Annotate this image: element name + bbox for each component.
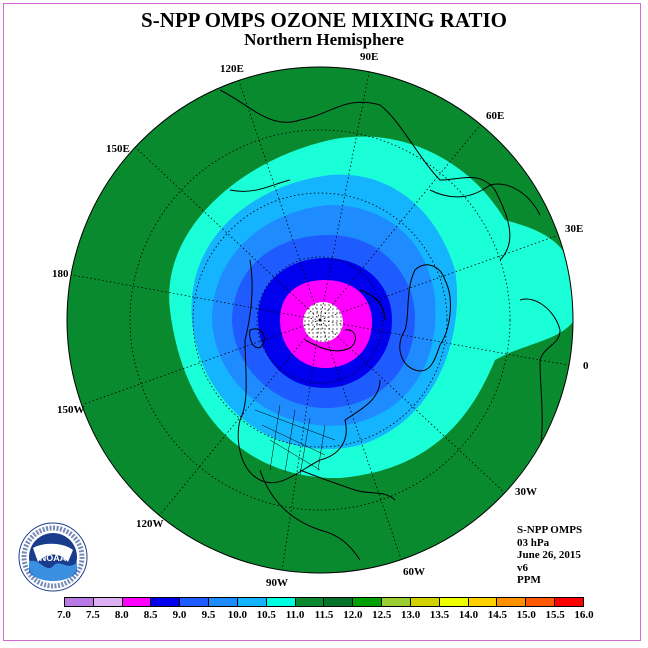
info-units: PPM	[517, 574, 541, 587]
lon-label-180: 180	[52, 268, 69, 280]
colorbar-swatch	[122, 598, 152, 606]
colorbar-swatch	[237, 598, 267, 606]
lon-label-90w: 90W	[266, 577, 288, 589]
colorbar-tick-label: 10.0	[227, 609, 247, 621]
lon-label-60w: 60W	[403, 566, 425, 578]
usa-state-boundaries	[254, 404, 336, 476]
colorbar-tick-label: 12.0	[343, 609, 363, 621]
colorbar-swatch	[468, 598, 498, 606]
colorbar-swatch	[324, 598, 354, 606]
figure-frame	[3, 3, 641, 641]
noaa-logo: NOAA	[18, 522, 88, 592]
colorbar-tick-label: 9.0	[172, 609, 187, 621]
colorbar-swatch	[555, 598, 583, 606]
colorbar-swatch	[410, 598, 440, 606]
colorbar-tick-label: 11.5	[314, 609, 334, 621]
colorbar-tick-label: 13.5	[429, 609, 450, 621]
info-date: June 26, 2015	[517, 549, 581, 562]
lon-label-90e: 90E	[360, 51, 379, 63]
colorbar-tick-label: 13.0	[401, 609, 421, 621]
colorbar-tick-label: 15.0	[516, 609, 536, 621]
coastlines	[219, 89, 561, 561]
lon-label-150e: 150E	[106, 143, 130, 155]
map-info-block: S-NPP OMPS 03 hPa June 26, 2015 v6 PPM	[517, 524, 582, 587]
colorbar-swatch	[65, 598, 94, 606]
colorbar-tick-label: 10.5	[256, 609, 276, 621]
colorbar-swatch	[353, 598, 383, 606]
svg-text:NOAA: NOAA	[40, 553, 67, 563]
lon-label-0: 0	[583, 360, 589, 372]
colorbar-swatch	[526, 598, 556, 606]
colorbar-swatch	[295, 598, 325, 606]
info-version: v6	[517, 561, 528, 574]
colorbar-tick-label: 9.5	[201, 609, 216, 621]
colorbar-swatch	[151, 598, 181, 606]
colorbar-tick-label: 11.0	[285, 609, 305, 621]
lon-label-60e: 60E	[486, 110, 505, 122]
colorbar-tick-label: 12.5	[372, 609, 392, 621]
map-subtitle: Northern Hemisphere	[244, 30, 404, 49]
colorbar-swatch	[382, 598, 411, 606]
lon-label-150w: 150W	[57, 404, 85, 416]
colorbar-tick-label: 15.5	[545, 609, 565, 621]
colorbar-tick-label: 8.0	[114, 609, 129, 621]
colorbar	[64, 597, 584, 607]
colorbar-swatch	[439, 598, 469, 606]
graticule	[67, 67, 573, 572]
map-title: S-NPP OMPS OZONE MIXING RATIO	[141, 8, 507, 32]
lon-label-120w: 120W	[136, 518, 164, 530]
colorbar-tick-label: 14.0	[458, 609, 479, 621]
colorbar-swatch	[266, 598, 296, 606]
lon-label-30e: 30E	[565, 223, 584, 235]
lon-label-30w: 30W	[515, 486, 537, 498]
colorbar-tick-label: 14.5	[487, 609, 507, 621]
colorbar-tick-label: 7.5	[86, 609, 100, 621]
hemisphere-boundary	[66, 66, 574, 574]
info-instrument: S-NPP OMPS	[517, 524, 583, 536]
polar-no-data-area	[303, 302, 343, 342]
colorbar-tick-label: 7.0	[57, 609, 71, 621]
colorbar-swatch	[180, 598, 210, 606]
colorbar-swatch	[93, 598, 123, 606]
lon-label-120e: 120E	[220, 63, 244, 75]
colorbar-tick-label: 8.5	[143, 609, 158, 621]
colorbar-swatch	[497, 598, 527, 606]
colorbar-tick-label: 16.0	[574, 609, 594, 621]
info-level: 03 hPa	[517, 536, 550, 549]
colorbar-swatch	[209, 598, 238, 606]
